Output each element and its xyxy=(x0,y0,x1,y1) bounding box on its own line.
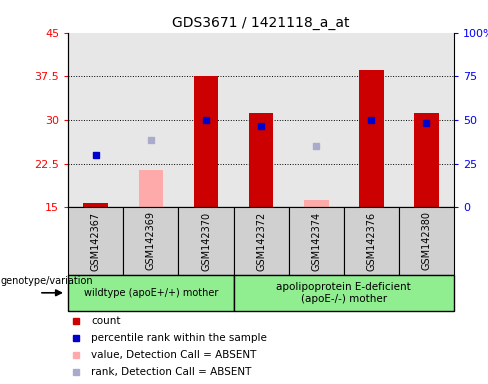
Title: GDS3671 / 1421118_a_at: GDS3671 / 1421118_a_at xyxy=(172,16,350,30)
Bar xyxy=(123,33,179,207)
Text: GSM142372: GSM142372 xyxy=(256,211,266,271)
Bar xyxy=(83,203,108,207)
Bar xyxy=(123,207,179,275)
Bar xyxy=(179,207,234,275)
Bar xyxy=(414,113,439,207)
Text: apolipoprotein E-deficient
(apoE-/-) mother: apolipoprotein E-deficient (apoE-/-) mot… xyxy=(276,282,411,304)
Text: GSM142367: GSM142367 xyxy=(91,212,101,270)
Text: value, Detection Call = ABSENT: value, Detection Call = ABSENT xyxy=(91,350,257,360)
Bar xyxy=(344,207,399,275)
Bar xyxy=(234,275,454,311)
Bar xyxy=(68,33,123,207)
Bar xyxy=(249,113,273,207)
Text: percentile rank within the sample: percentile rank within the sample xyxy=(91,333,267,343)
Text: GSM142369: GSM142369 xyxy=(146,212,156,270)
Text: GSM142376: GSM142376 xyxy=(366,212,376,270)
Bar xyxy=(344,33,399,207)
Bar xyxy=(359,71,384,207)
Text: GSM142374: GSM142374 xyxy=(311,212,321,270)
Text: GSM142380: GSM142380 xyxy=(421,212,431,270)
Text: GSM142370: GSM142370 xyxy=(201,212,211,270)
Text: rank, Detection Call = ABSENT: rank, Detection Call = ABSENT xyxy=(91,367,252,377)
Bar xyxy=(68,275,234,311)
Bar xyxy=(288,33,344,207)
Bar xyxy=(304,200,328,207)
Bar xyxy=(234,207,288,275)
Bar xyxy=(234,33,288,207)
Bar xyxy=(139,169,163,207)
Bar xyxy=(179,33,234,207)
Bar xyxy=(68,207,123,275)
Bar xyxy=(288,207,344,275)
Text: genotype/variation: genotype/variation xyxy=(0,276,93,286)
Text: count: count xyxy=(91,316,121,326)
Bar xyxy=(399,207,454,275)
Bar xyxy=(194,76,219,207)
Bar xyxy=(399,33,454,207)
Text: wildtype (apoE+/+) mother: wildtype (apoE+/+) mother xyxy=(84,288,218,298)
